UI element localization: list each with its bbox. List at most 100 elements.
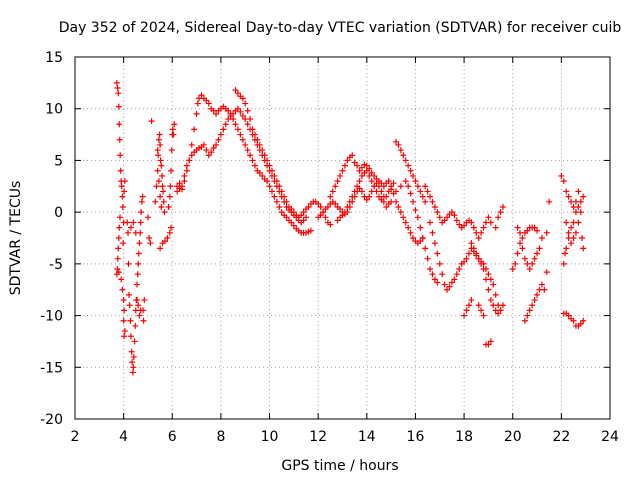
data-point [480,266,487,273]
data-point [266,162,273,169]
data-point [273,198,280,205]
data-point [154,167,161,174]
y-tick-label: 10 [45,102,63,118]
data-point [534,227,541,234]
data-point [475,255,482,262]
data-point [500,302,506,309]
data-point [538,281,545,288]
data-point [397,209,404,216]
data-point [448,209,455,216]
data-point [116,136,123,143]
data-point [526,266,533,273]
data-point [116,224,123,231]
data-point [251,162,258,169]
y-tick-label: -5 [49,257,63,273]
data-point [368,178,375,185]
data-point [373,188,380,195]
data-point [385,178,392,185]
data-point [152,198,159,205]
data-point [577,209,584,216]
data-point [298,212,305,219]
data-point [332,183,339,190]
data-point [290,222,297,229]
data-point [356,178,363,185]
data-point [375,193,382,200]
data-point [239,95,246,102]
data-point [521,317,528,324]
data-point [131,338,138,345]
data-point [165,203,172,210]
data-point [536,245,543,252]
data-point [159,183,166,190]
data-point [575,188,582,195]
data-point [577,320,584,327]
data-point [119,193,126,200]
data-point [453,217,460,224]
data-point [568,240,575,247]
data-point [478,260,485,267]
data-point [490,281,497,288]
data-point [322,214,329,221]
y-tick-label: -10 [40,309,63,325]
data-point [434,209,441,216]
data-point [500,203,506,210]
data-point [363,162,370,169]
data-point [225,107,232,114]
series-midday-lower [315,180,426,247]
data-point [470,224,477,231]
data-point [161,238,168,245]
data-point [444,214,451,221]
data-point [234,105,241,112]
y-tick-label: -20 [40,412,63,428]
data-point [129,359,136,366]
data-point [324,203,331,210]
data-point [130,364,137,371]
data-point [424,255,431,262]
data-point [456,266,463,273]
data-point [127,333,134,340]
data-point [341,209,348,216]
data-point [132,322,139,329]
data-point [480,312,487,319]
data-point [490,302,497,309]
data-point [138,198,145,205]
data-point [183,167,190,174]
data-point [473,250,480,257]
x-tick-label: 18 [455,429,473,445]
x-tick-label: 10 [261,429,279,445]
data-point [524,312,531,319]
data-point [405,224,412,231]
data-point [232,87,239,94]
data-point [191,126,198,133]
data-point [529,260,536,267]
data-point [373,180,380,187]
data-point [487,338,494,345]
data-point [434,279,441,286]
data-point [531,255,538,262]
data-point [244,107,251,114]
data-point [254,136,261,143]
data-point [563,188,570,195]
data-point [259,147,266,154]
data-point [155,152,162,159]
data-point [482,276,489,283]
data-point [315,200,322,207]
data-point [278,188,285,195]
data-point [579,235,586,241]
data-point [514,250,521,257]
data-point [461,258,468,265]
data-point [114,85,121,92]
data-point [358,172,365,179]
data-point [249,126,256,133]
data-point [166,193,173,200]
data-point [116,121,123,128]
data-point [203,97,210,104]
data-point [414,183,421,190]
data-point [475,302,482,309]
data-point [431,240,438,247]
data-point [115,269,122,276]
data-point [453,271,460,278]
data-point [256,169,263,176]
data-point [217,131,224,138]
data-point [563,245,570,252]
